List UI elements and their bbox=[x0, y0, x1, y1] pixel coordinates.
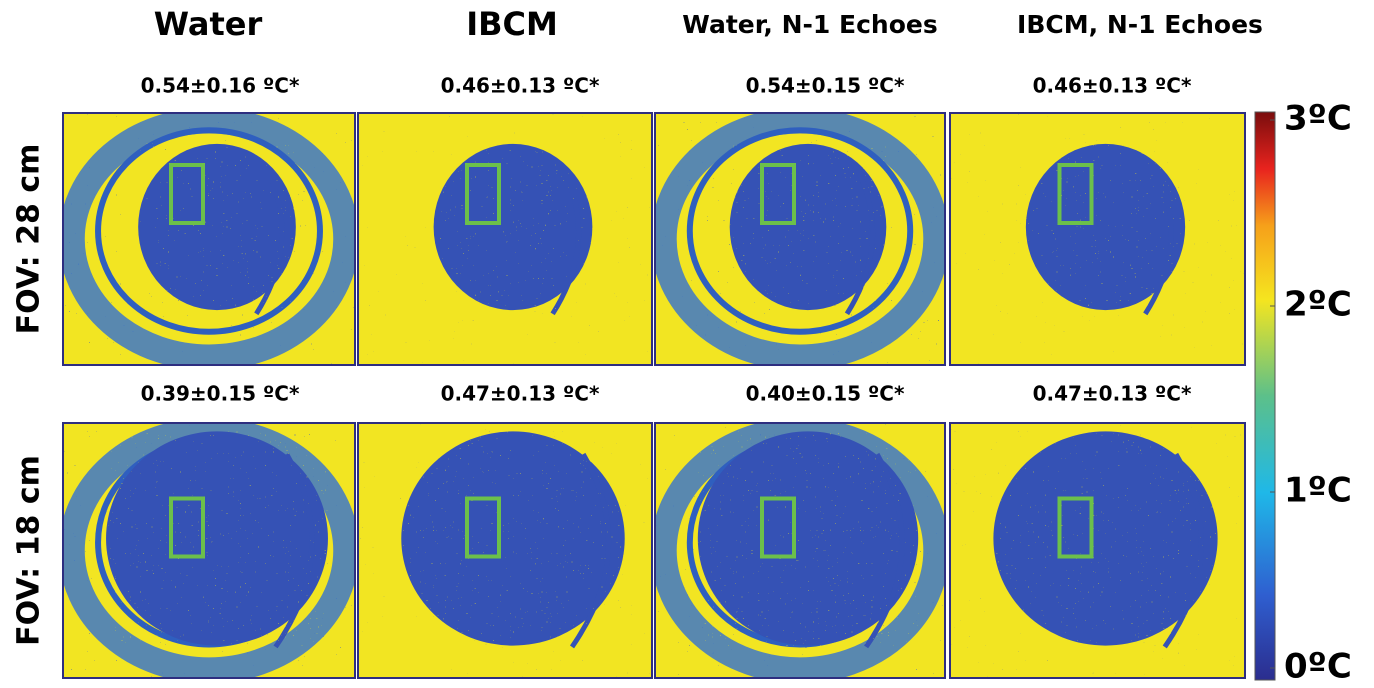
temperature-map bbox=[358, 423, 652, 678]
panel-stat: 0.47±0.13 ºC* bbox=[1033, 382, 1192, 406]
temperature-map bbox=[950, 423, 1245, 678]
temperature-map bbox=[63, 423, 355, 678]
column-title: Water, N-1 Echoes bbox=[682, 10, 937, 39]
panel-stat: 0.46±0.13 ºC* bbox=[441, 74, 600, 98]
page: Water IBCM Water, N-1 Echoes IBCM, N-1 Echo… bbox=[0, 0, 1374, 688]
brain-speckle bbox=[434, 144, 593, 310]
column-title: IBCM, N-1 Echoes bbox=[1017, 10, 1263, 39]
colorbar bbox=[1255, 112, 1275, 680]
colorbar-label: 3ºC bbox=[1284, 99, 1352, 139]
panel-stat: 0.40±0.15 ºC* bbox=[746, 382, 905, 406]
brain-speckle bbox=[401, 431, 624, 645]
column-title: Water bbox=[154, 5, 263, 43]
figure: Water IBCM Water, N-1 Echoes IBCM, N-1 Echo… bbox=[0, 0, 1374, 688]
panel-stat: 0.39±0.15 ºC* bbox=[141, 382, 300, 406]
brain-speckle bbox=[138, 144, 296, 310]
colorbar-label: 2ºC bbox=[1284, 285, 1352, 325]
temperature-map bbox=[655, 423, 945, 678]
brain-speckle bbox=[993, 431, 1217, 645]
brain-speckle bbox=[730, 144, 887, 310]
colorbar-label: 0ºC bbox=[1284, 647, 1352, 687]
row-label: FOV: 18 cm bbox=[12, 455, 47, 646]
temperature-map bbox=[950, 113, 1245, 365]
brain-speckle bbox=[1026, 144, 1185, 310]
brain-speckle bbox=[106, 431, 328, 645]
panel-stat: 0.46±0.13 ºC* bbox=[1033, 74, 1192, 98]
temperature-map bbox=[63, 113, 355, 365]
row-label: FOV: 28 cm bbox=[12, 144, 47, 335]
temperature-map bbox=[655, 113, 945, 365]
panel-stat: 0.54±0.15 ºC* bbox=[746, 74, 905, 98]
brain-speckle bbox=[698, 431, 918, 645]
temperature-map bbox=[358, 113, 652, 365]
panel-stat: 0.54±0.16 ºC* bbox=[141, 74, 300, 98]
panel-stat: 0.47±0.13 ºC* bbox=[441, 382, 600, 406]
column-title: IBCM bbox=[466, 5, 558, 43]
colorbar-label: 1ºC bbox=[1284, 471, 1352, 511]
